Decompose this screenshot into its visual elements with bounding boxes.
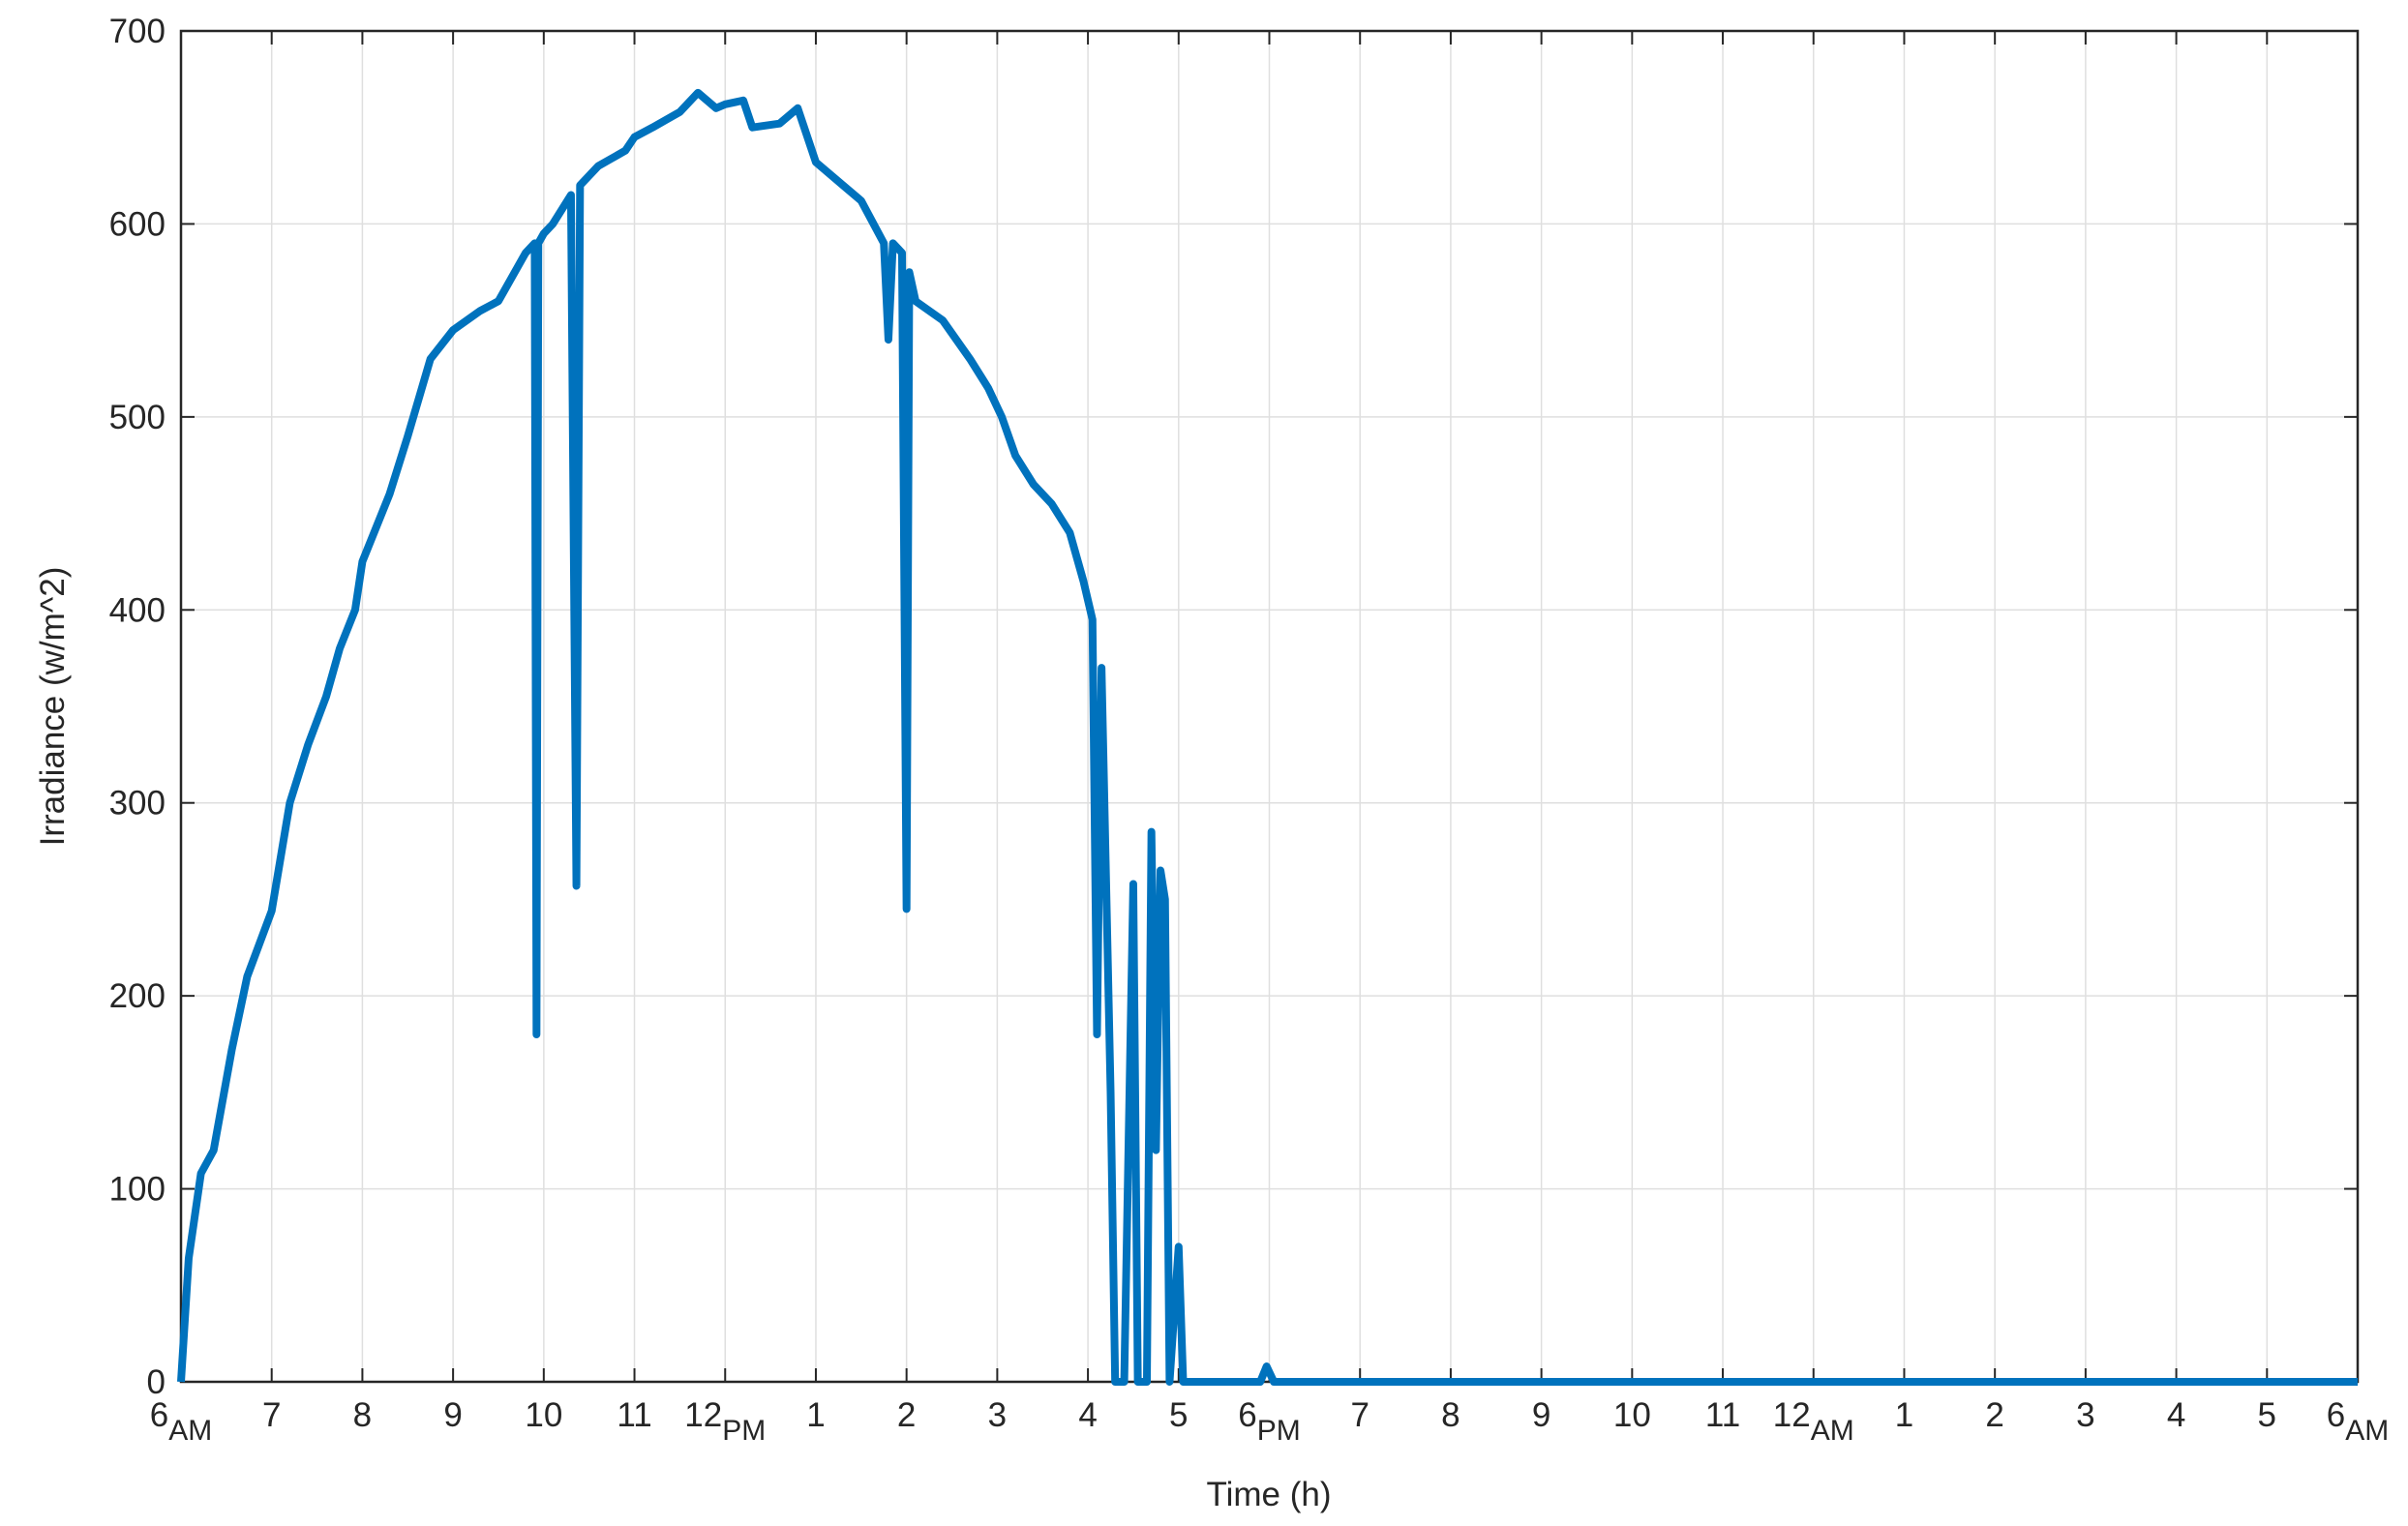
x-tick-label-main: 3 bbox=[988, 1396, 1007, 1434]
x-tick-label: 3 bbox=[2076, 1396, 2094, 1434]
x-tick-label: 10 bbox=[1613, 1396, 1651, 1434]
y-tick-label: 200 bbox=[109, 977, 166, 1015]
x-tick-label: 10 bbox=[525, 1396, 562, 1434]
x-tick-label-main: 11 bbox=[617, 1396, 651, 1434]
x-tick-label-main: 2 bbox=[897, 1396, 916, 1434]
x-tick-label: 11 bbox=[617, 1396, 651, 1434]
x-axis-label: Time (h) bbox=[1207, 1476, 1332, 1513]
y-axis-label: Irradiance (w/m^2) bbox=[34, 567, 72, 847]
x-tick-label: 1 bbox=[806, 1396, 825, 1434]
y-tick-label: 0 bbox=[147, 1363, 166, 1401]
x-tick-label: 5 bbox=[1169, 1396, 1188, 1434]
x-tick-label-main: 1 bbox=[1895, 1396, 1913, 1434]
x-tick-label: 9 bbox=[1532, 1396, 1550, 1434]
y-tick-label: 600 bbox=[109, 205, 166, 243]
x-tick-label-main: 5 bbox=[1169, 1396, 1188, 1434]
x-tick-label-sub: AM bbox=[1811, 1415, 1854, 1447]
x-tick-label-main: 9 bbox=[1532, 1396, 1550, 1434]
x-tick-label-main: 6 bbox=[2327, 1396, 2345, 1434]
x-tick-label-main: 4 bbox=[1078, 1396, 1097, 1434]
x-tick-label: 6AM bbox=[150, 1396, 212, 1447]
x-tick-label-sub: PM bbox=[722, 1415, 766, 1447]
y-tick-label: 500 bbox=[109, 399, 166, 436]
x-tick-label-main: 7 bbox=[262, 1396, 281, 1434]
data-line bbox=[177, 88, 2358, 1386]
y-tick-label: 300 bbox=[109, 785, 166, 823]
x-tick-label-main: 7 bbox=[1350, 1396, 1369, 1434]
plot-frame bbox=[179, 29, 2360, 1384]
x-tick-label-main: 4 bbox=[2167, 1396, 2185, 1434]
x-tick-label-main: 9 bbox=[443, 1396, 462, 1434]
x-tick-label: 6PM bbox=[1238, 1396, 1300, 1447]
x-tick-label: 9 bbox=[443, 1396, 462, 1434]
x-tick-label: 5 bbox=[2258, 1396, 2276, 1434]
y-tick-label: 700 bbox=[109, 13, 166, 50]
x-tick-label: 8 bbox=[353, 1396, 372, 1434]
x-tick-label: 6AM bbox=[2327, 1396, 2389, 1447]
x-tick-label-main: 3 bbox=[2076, 1396, 2094, 1434]
x-tick-label: 12PM bbox=[684, 1396, 766, 1447]
x-tick-label: 11 bbox=[1705, 1396, 1740, 1434]
x-tick-label-main: 2 bbox=[1985, 1396, 2003, 1434]
x-tick-label: 4 bbox=[1078, 1396, 1097, 1434]
x-tick-label: 2 bbox=[897, 1396, 916, 1434]
x-tick-label-sub: AM bbox=[168, 1415, 212, 1447]
x-tick-label-main: 8 bbox=[353, 1396, 372, 1434]
x-tick-label: 8 bbox=[1441, 1396, 1460, 1434]
x-tick-label-main: 1 bbox=[806, 1396, 825, 1434]
x-tick-label: 4 bbox=[2167, 1396, 2185, 1434]
x-tick-label-main: 8 bbox=[1441, 1396, 1460, 1434]
x-tick-label-main: 6 bbox=[150, 1396, 168, 1434]
x-tick-label-main: 6 bbox=[1238, 1396, 1256, 1434]
x-tick-label-main: 5 bbox=[2258, 1396, 2276, 1434]
x-tick-label-main: 10 bbox=[1613, 1396, 1651, 1434]
x-tick-label: 7 bbox=[262, 1396, 281, 1434]
x-tick-label-sub: AM bbox=[2345, 1415, 2389, 1447]
x-tick-label: 1 bbox=[1895, 1396, 1913, 1434]
x-tick-label: 2 bbox=[1985, 1396, 2003, 1434]
y-tick-label: 400 bbox=[109, 591, 166, 629]
x-tick-label-main: 12 bbox=[684, 1396, 722, 1434]
grid bbox=[180, 30, 2359, 1383]
x-tick-label: 7 bbox=[1350, 1396, 1369, 1434]
x-tick-label-sub: PM bbox=[1257, 1415, 1301, 1447]
x-tick-label-main: 12 bbox=[1773, 1396, 1811, 1434]
x-tick-label-main: 10 bbox=[525, 1396, 562, 1434]
y-tick-label: 100 bbox=[109, 1171, 166, 1209]
x-tick-label: 3 bbox=[988, 1396, 1007, 1434]
x-tick-label: 12AM bbox=[1773, 1396, 1854, 1447]
x-tick-label-main: 11 bbox=[1705, 1396, 1740, 1434]
